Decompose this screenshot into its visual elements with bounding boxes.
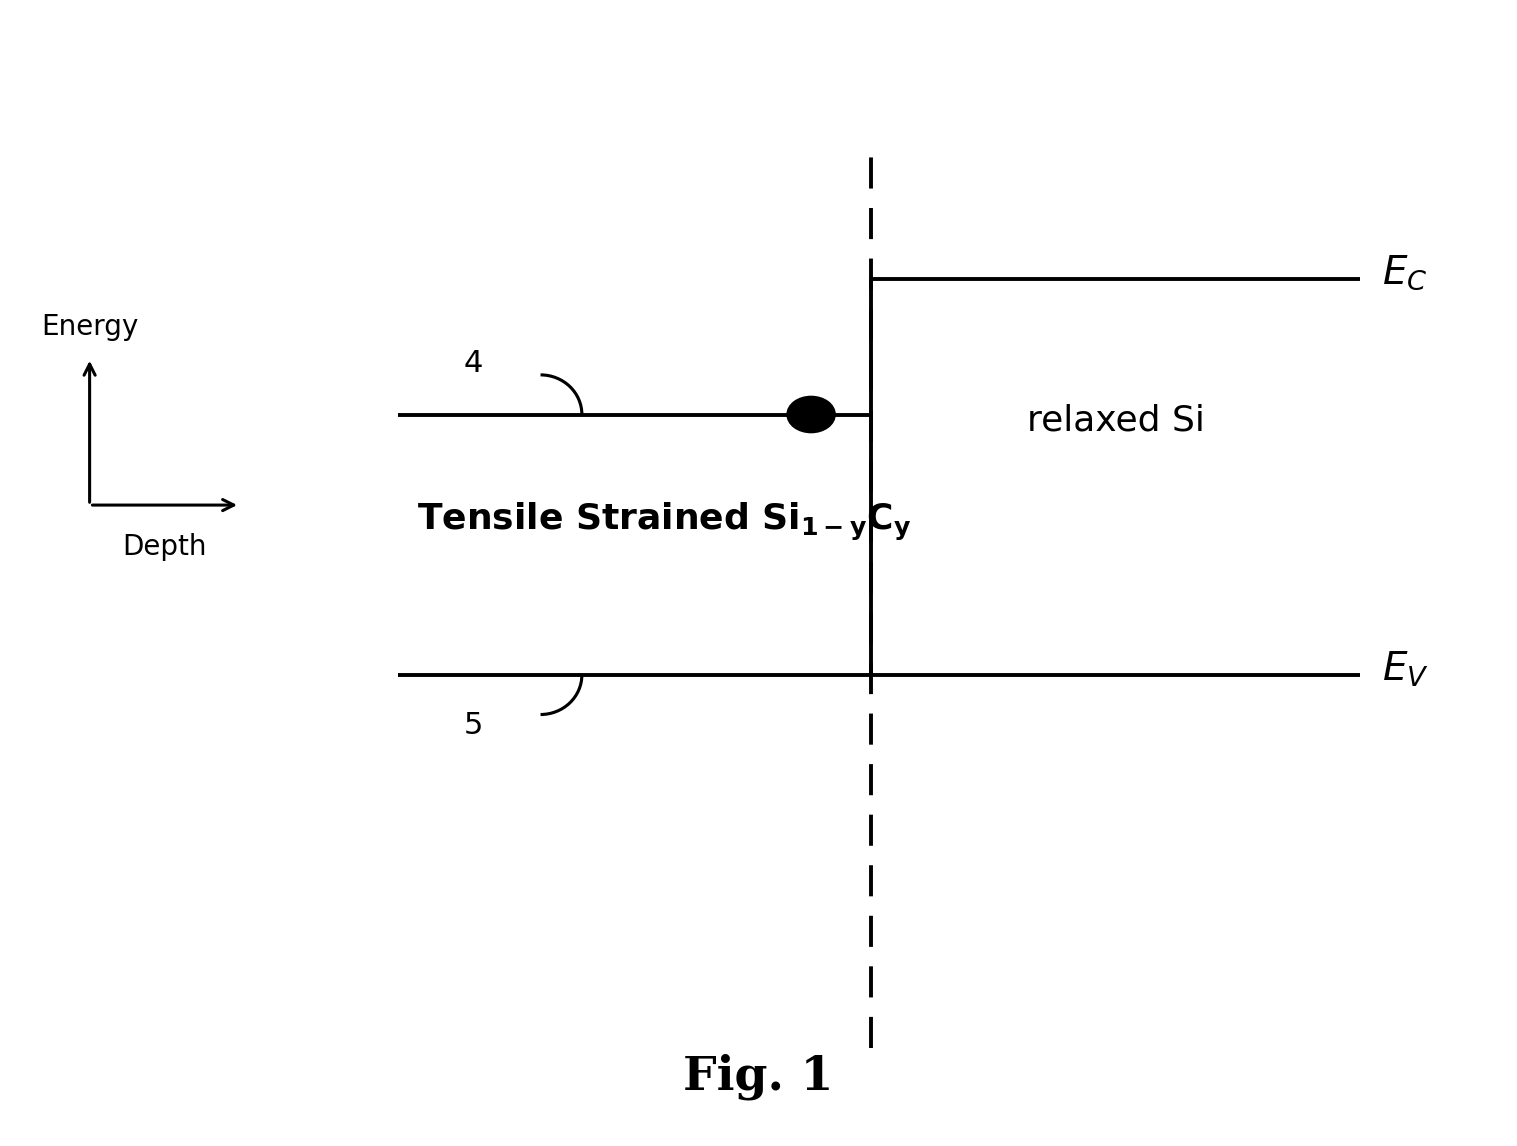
Text: relaxed Si: relaxed Si <box>1027 403 1204 437</box>
Text: Fig. 1: Fig. 1 <box>683 1053 834 1100</box>
Circle shape <box>787 397 836 433</box>
Text: 5: 5 <box>463 712 482 740</box>
Text: Depth: Depth <box>123 533 206 562</box>
Text: $E_V$: $E_V$ <box>1382 650 1429 689</box>
Text: 4: 4 <box>463 350 482 378</box>
Text: Tensile Strained $\mathbf{Si_{1-y}C_y}$: Tensile Strained $\mathbf{Si_{1-y}C_y}$ <box>417 501 912 543</box>
Text: Energy: Energy <box>41 313 138 340</box>
Text: $E_C$: $E_C$ <box>1382 253 1427 292</box>
